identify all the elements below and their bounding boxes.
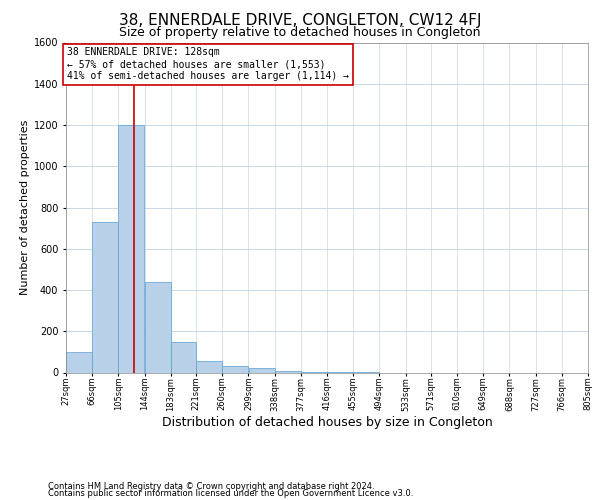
Y-axis label: Number of detached properties: Number of detached properties	[20, 120, 29, 295]
Text: Size of property relative to detached houses in Congleton: Size of property relative to detached ho…	[119, 26, 481, 39]
Text: 38 ENNERDALE DRIVE: 128sqm
← 57% of detached houses are smaller (1,553)
41% of s: 38 ENNERDALE DRIVE: 128sqm ← 57% of deta…	[67, 48, 349, 80]
Bar	[248, 368, 275, 372]
Bar	[171, 342, 196, 372]
Text: Contains public sector information licensed under the Open Government Licence v3: Contains public sector information licen…	[48, 490, 413, 498]
Text: 38, ENNERDALE DRIVE, CONGLETON, CW12 4FJ: 38, ENNERDALE DRIVE, CONGLETON, CW12 4FJ	[119, 12, 481, 28]
Bar	[118, 125, 145, 372]
X-axis label: Distribution of detached houses by size in Congleton: Distribution of detached houses by size …	[161, 416, 493, 429]
Bar	[66, 352, 92, 372]
Text: Contains HM Land Registry data © Crown copyright and database right 2024.: Contains HM Land Registry data © Crown c…	[48, 482, 374, 491]
Bar	[223, 366, 248, 372]
Bar	[92, 222, 118, 372]
Bar	[196, 361, 222, 372]
Bar	[145, 282, 170, 372]
